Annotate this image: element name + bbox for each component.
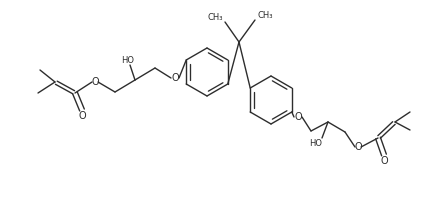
Text: CH₃: CH₃ [257, 10, 272, 19]
Text: O: O [294, 112, 302, 122]
Text: O: O [171, 73, 179, 83]
Text: HO: HO [310, 138, 323, 148]
Text: O: O [91, 77, 99, 87]
Text: HO: HO [122, 55, 134, 65]
Text: O: O [354, 142, 362, 152]
Text: CH₃: CH₃ [208, 12, 223, 22]
Text: O: O [380, 156, 388, 166]
Text: O: O [78, 111, 86, 121]
